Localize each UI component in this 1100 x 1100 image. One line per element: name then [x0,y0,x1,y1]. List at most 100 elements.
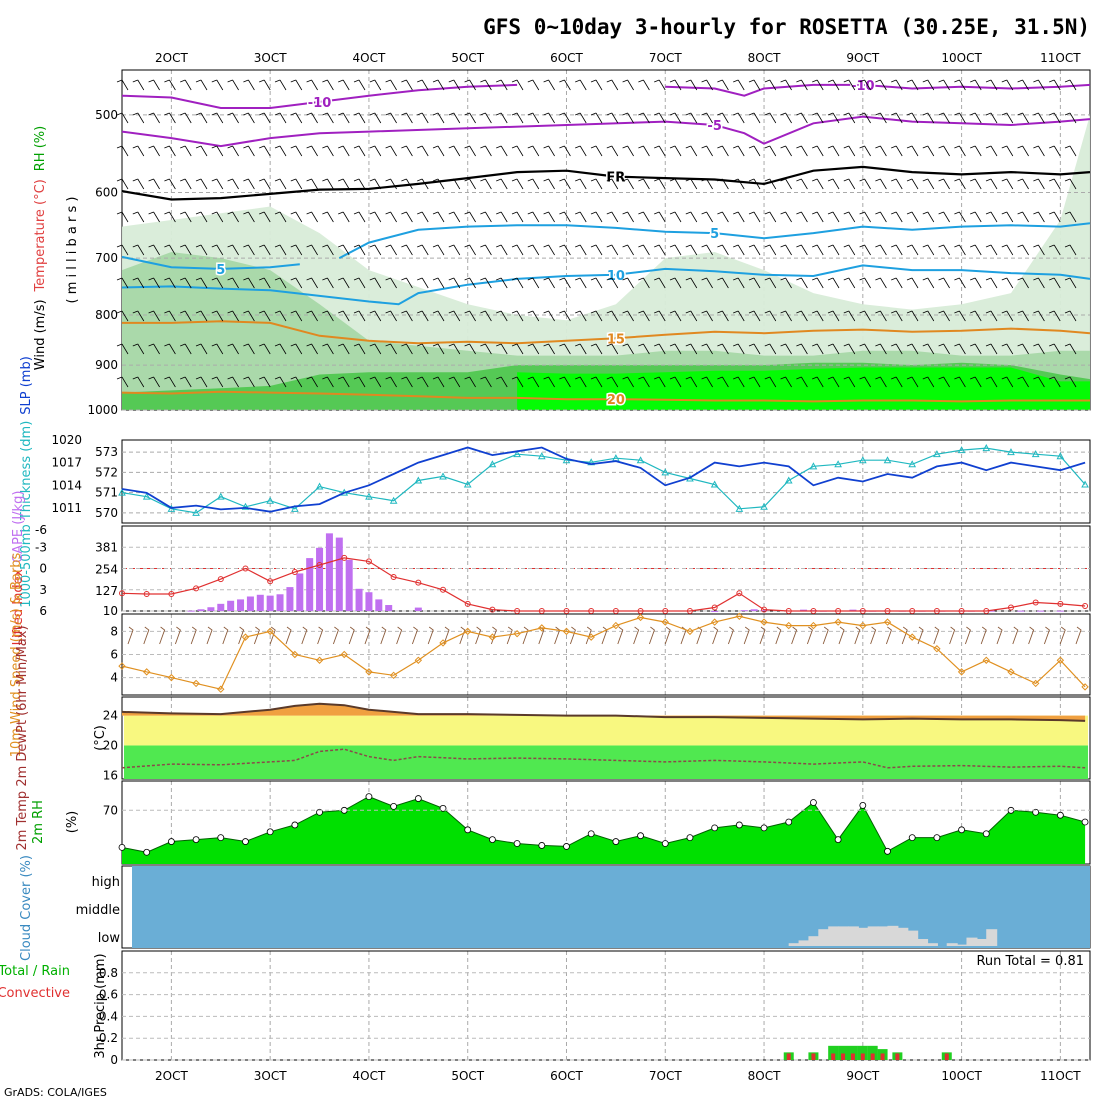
wind-barb [164,145,176,157]
wind-barb [843,244,856,256]
wind-barb [843,178,856,190]
wind10-point [291,650,299,659]
wind10-point [933,645,941,653]
wind10-barb [364,626,371,645]
wind-barb [748,145,761,157]
wind-barb [654,112,666,124]
wind-barb [780,145,792,157]
wind-barb [480,112,492,124]
precip-conv-bar [870,1053,875,1060]
cape-bar [385,605,393,611]
wind-barb [1033,79,1045,91]
wind-barb [559,211,571,223]
wind-barb [464,211,476,223]
thickness-point [908,460,917,468]
wind10-point [1081,683,1089,691]
wind-barb [638,211,650,223]
wind-barb [891,178,903,190]
wind-barb [243,244,255,256]
wind-barb [733,178,745,190]
wind-barb [1033,277,1045,289]
wind-barb [148,79,160,91]
thickness-line [121,447,1086,514]
wind-barb [448,79,461,91]
wind-barb [306,79,318,91]
cape-bar [1056,610,1064,612]
wind-barb [906,277,919,289]
wind-barb [859,112,871,124]
wind-barb [985,112,998,124]
wind-barb [132,277,145,289]
wind-barb [432,310,445,322]
li-point [761,606,768,613]
wind-barb [353,310,366,322]
wind-barb [654,178,666,190]
y-tick-label-left: 570 [95,506,118,520]
wind-barb [227,244,239,256]
wind-barb [401,343,413,355]
wind-barb [306,178,318,190]
wind-barb [259,310,271,322]
wind-barb [1033,178,1045,190]
x-tick-label-bottom: 6OCT [550,1069,583,1083]
wind-barb [116,211,129,223]
rh2m-point [834,836,842,843]
wind-barb [511,343,524,355]
wind-barb [369,79,382,91]
wind-barb [180,244,192,256]
wind-barb [385,310,397,322]
wind-barb [1017,145,1029,157]
wind-barb [1049,145,1061,157]
wind-barb [211,79,224,91]
cloud-low-bar [956,944,968,946]
wind10-point [982,656,990,664]
wind-barb [496,343,508,355]
wind-barb [717,343,729,355]
wind10-point [365,668,373,676]
wind10-barb [380,626,387,645]
wind-barb [227,376,239,388]
wind-barb [527,310,540,322]
wind-barb [922,376,935,388]
y-tick-label: 700 [95,251,118,265]
wind-barb [369,310,382,322]
wind-barb [970,277,982,289]
wind-barb [827,112,840,124]
wind-barb [1033,112,1045,124]
li-point [440,586,447,593]
wind-barb [543,79,555,91]
wind-barb [195,145,208,157]
wind10-barb [743,626,750,645]
wind-barb [748,277,761,289]
wind-barb [954,343,966,355]
rh2m-point [958,826,965,834]
wind-barb [464,376,476,388]
wind-barb [606,244,619,256]
wind10-point [809,621,818,630]
cape-bar [414,607,422,611]
wind-barb [1017,277,1029,289]
rh2m-point [365,793,373,801]
contour-10 [121,264,1091,306]
wind-barb [369,343,382,355]
wind-barb [733,112,745,124]
y-tick-label: 1000 [87,403,118,417]
wind-barb [148,310,160,322]
thickness-point [513,450,521,458]
li-point [489,606,496,613]
wind-barb [259,112,271,124]
y-tick-label-left: 571 [95,486,118,500]
x-tick-label-bottom: 3OCT [254,1069,287,1083]
wind-barb [385,376,397,388]
cape-bar [217,603,225,611]
wind-barb [1033,211,1045,223]
wind-barb [717,277,729,289]
rh2m-point [489,836,496,843]
rh2m-line [121,796,1086,853]
wind-barb [954,79,966,91]
wind-barb [369,211,382,223]
wind-barb [938,211,950,223]
wind-barb [575,343,587,355]
wind-barb [243,112,255,124]
wind-barb [164,343,176,355]
